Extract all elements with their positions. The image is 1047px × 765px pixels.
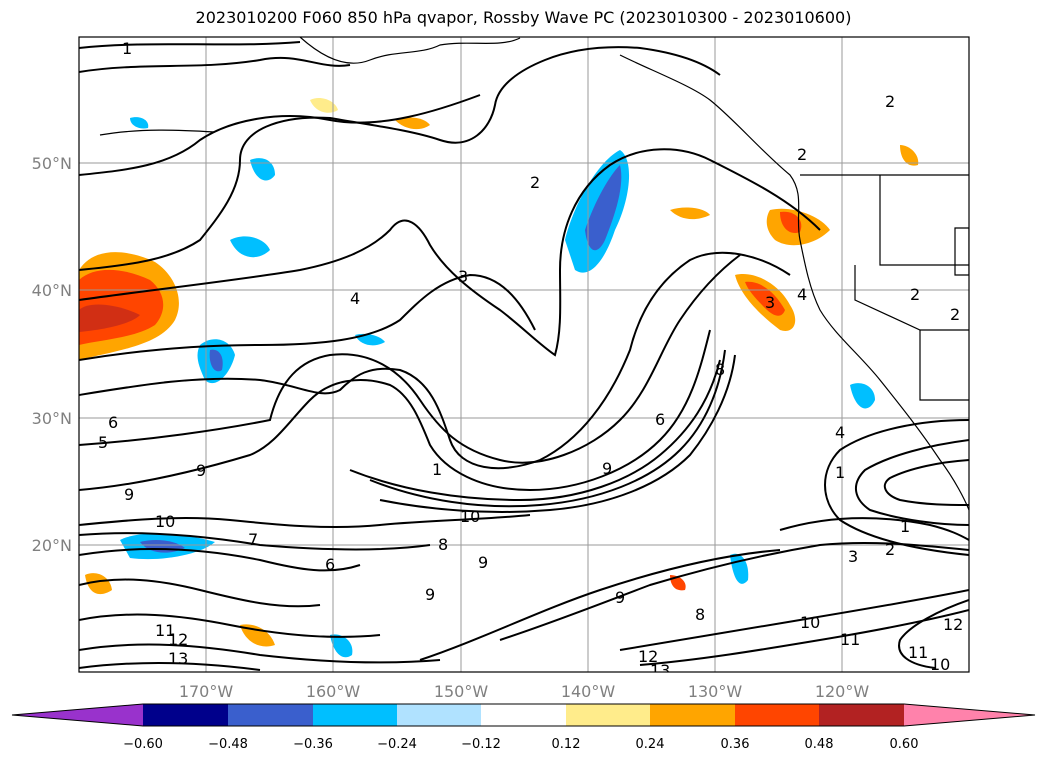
colorbar-bin <box>819 704 904 726</box>
colorbar-bin <box>566 704 650 726</box>
map-frame <box>78 36 970 673</box>
contour-label: 2 <box>910 285 920 304</box>
contour-label: 3 <box>848 547 858 566</box>
lon-label-170w: 170°W <box>179 682 234 701</box>
contour-label: 8 <box>695 605 705 624</box>
contours <box>79 41 969 671</box>
colorbar-tick-label: 0.60 <box>890 737 919 752</box>
colorbar-bin <box>228 704 313 726</box>
contour-label: 2 <box>797 145 807 164</box>
contour-label: 4 <box>350 289 360 308</box>
lon-label-150w: 150°W <box>434 682 489 701</box>
colorbar-tick-label: 0.24 <box>636 737 665 752</box>
latitude-labels: 50°N 40°N 30°N 20°N <box>32 154 72 555</box>
colorbar-tick-label: −0.48 <box>208 737 248 752</box>
contour-label: 11 <box>155 621 175 640</box>
contour-label: 9 <box>425 585 435 604</box>
longitude-labels: 170°W 160°W 150°W 140°W 130°W 120°W <box>179 682 870 701</box>
contour-label: 1 <box>835 463 845 482</box>
colorbar-tick-label: −0.12 <box>461 737 501 752</box>
colorbar-bin <box>650 704 735 726</box>
contour-label-group: 1 2 2 2 2 2 3 4 4 5 6 6 8 9 9 9 10 10 10… <box>98 39 963 680</box>
colorbar-outline <box>11 703 1036 727</box>
contour-label: 9 <box>602 459 612 478</box>
contour-label: 10 <box>800 613 820 632</box>
contour-label: 5 <box>98 433 108 452</box>
lat-label-40n: 40°N <box>32 281 72 300</box>
lat-label-50n: 50°N <box>32 154 72 173</box>
colorbar-tick-label: −0.60 <box>123 737 163 752</box>
contour-label: 10 <box>930 655 950 674</box>
contour-label: 2 <box>530 173 540 192</box>
colorbar-tick-label: 0.48 <box>805 737 834 752</box>
contour-label: 12 <box>638 647 658 666</box>
contour-label: 9 <box>615 588 625 607</box>
contour-label: 2 <box>885 540 895 559</box>
contour-label: 6 <box>325 555 335 574</box>
contour-label: 3 <box>765 293 775 312</box>
contour-label: 9 <box>124 485 134 504</box>
contour-label: 8 <box>715 360 725 379</box>
contour-label: 4 <box>797 285 807 304</box>
lon-label-130w: 130°W <box>688 682 743 701</box>
contour-label: 1 <box>900 517 910 536</box>
contour-label: 11 <box>840 630 860 649</box>
lon-label-160w: 160°W <box>306 682 361 701</box>
contour-label: 11 <box>908 643 928 662</box>
contour-label: 2 <box>885 92 895 111</box>
contour-label: 2 <box>950 305 960 324</box>
contour-label: 4 <box>835 423 845 442</box>
contour-label: 10 <box>155 512 175 531</box>
map-title: 2023010200 F060 850 hPa qvapor, Rossby W… <box>195 8 852 27</box>
colorbar-bin <box>397 704 481 726</box>
contour-label: 10 <box>460 507 480 526</box>
coastlines <box>99 37 969 511</box>
contour-label: 13 <box>168 649 188 668</box>
colorbar-bin <box>481 704 566 726</box>
colorbar-tick-label: −0.24 <box>377 737 417 752</box>
colorbar-bin <box>735 704 819 726</box>
colorbar-tick-label: 0.36 <box>721 737 750 752</box>
lon-label-140w: 140°W <box>561 682 616 701</box>
contour-label: 9 <box>478 553 488 572</box>
lat-label-20n: 20°N <box>32 536 72 555</box>
contour-label: 1 <box>432 460 442 479</box>
lon-label-120w: 120°W <box>815 682 870 701</box>
contour-label: 9 <box>196 461 206 480</box>
colorbar-extend-low <box>12 704 143 726</box>
colorbar: −0.60 −0.48 −0.36 −0.24 −0.12 0.12 0.24 … <box>11 703 1036 752</box>
contour-label: 8 <box>438 535 448 554</box>
contour-label: 13 <box>650 661 670 680</box>
contour-label: 12 <box>168 630 188 649</box>
colorbar-tick-label: −0.36 <box>293 737 333 752</box>
lat-label-30n: 30°N <box>32 409 72 428</box>
map-plot-area: 1 2 2 2 2 2 3 4 4 5 6 6 8 9 9 9 10 10 10… <box>79 37 969 680</box>
contour-label: 3 <box>458 267 468 286</box>
colorbar-tick-label: 0.12 <box>552 737 581 752</box>
contour-label: 6 <box>655 410 665 429</box>
contour-label: 6 <box>108 413 118 432</box>
contour-label: 12 <box>943 615 963 634</box>
contour-label: 7 <box>248 530 258 549</box>
colorbar-extend-high <box>904 704 1035 726</box>
contour-label: 1 <box>122 39 132 58</box>
colorbar-bin <box>313 704 397 726</box>
colorbar-bin <box>143 704 228 726</box>
